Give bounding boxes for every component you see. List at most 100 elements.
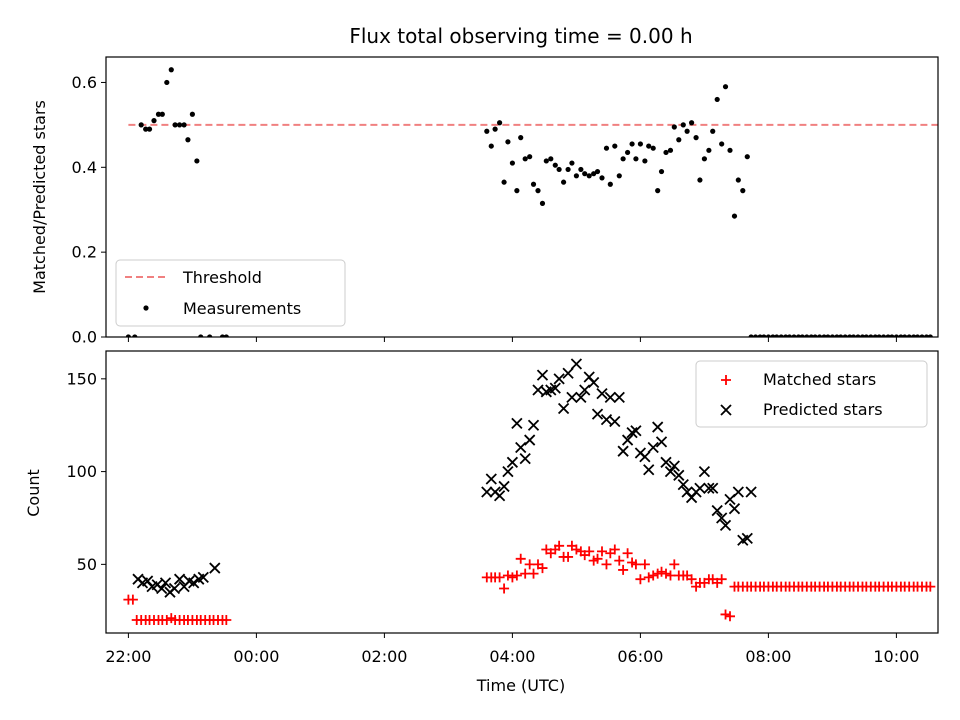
measurement-point [923,334,930,337]
predicted-point [511,417,523,429]
predicted-point [617,445,629,457]
axes-frame [105,350,939,634]
predicted-point [498,480,510,493]
matched-point [618,564,629,575]
y-tick-label: 0.0 [72,328,97,347]
measurement-point [586,173,592,179]
measurement-point [859,334,866,337]
legend-measurements-swatch [143,305,149,311]
measurement-point [194,158,200,164]
measurement-point [492,126,498,132]
measurement-point [509,160,515,166]
predicted-point [716,512,728,524]
measurement-point [701,156,708,162]
measurement-point [906,334,912,337]
predicted-point [741,532,753,545]
measurement-point [804,334,810,337]
matched-point [639,559,650,570]
measurement-point [125,334,131,337]
predicted-point [527,419,540,431]
legend-box [695,360,928,428]
measurement-point [919,334,925,337]
predicted-point [728,503,741,515]
measurement-point [774,334,780,337]
measurement-point [151,118,157,124]
x-tick-label: 00:00 [233,647,279,666]
predicted-point [209,562,221,574]
measurement-point [561,179,567,185]
matched-point [554,540,565,551]
y-tick-label: 0.2 [72,243,97,262]
matched-point [499,583,510,594]
measurement-point [689,120,695,126]
predicted-point [156,582,168,595]
predicted-point [703,482,715,494]
measurement-point [637,141,644,147]
measurement-point [497,120,503,126]
measurement-point [565,166,571,173]
predicted-point [694,482,706,494]
predicted-point [673,469,685,481]
measurement-point [911,334,917,337]
measurement-point [744,154,750,160]
measurement-point [765,334,771,337]
measurement-point [219,334,226,337]
measurement-point [616,173,622,179]
measurement-point [714,96,720,103]
measurement-point [872,334,878,337]
measurement-point [642,158,648,164]
measurement-point [757,334,763,337]
matched-point [648,570,659,581]
matched-point [609,544,620,555]
predicted-point [159,577,172,589]
measurement-point [834,334,840,337]
matched-point [528,568,539,579]
predicted-point [668,460,680,472]
measurement-point [847,334,853,337]
y-tick-label: 0.6 [72,73,97,92]
predicted-point [698,465,711,478]
matched-point [635,574,646,585]
predicted-point [575,391,587,404]
matched-point [686,574,697,585]
measurement-point [663,149,669,156]
measurement-point [821,334,827,337]
predicted-point [660,456,672,468]
plot-area [125,67,938,337]
matched-point [597,546,607,557]
measurement-point [778,334,784,337]
measurement-point [591,171,597,177]
measurement-point [838,334,844,337]
top-ylabel: Matched/Predicted stars [30,100,49,294]
matched-point [537,563,548,574]
legend-matched-label: Matched stars [763,370,876,389]
measurement-point [783,334,789,337]
measurement-point [198,334,204,337]
measurement-point [556,166,562,173]
y-tick-label: 50 [77,555,97,574]
measurement-point [710,128,716,134]
measurement-point [740,188,746,194]
measurement-point [684,128,690,134]
predicted-point [652,421,664,433]
measurement-point [625,149,631,156]
matched-point [669,559,680,570]
predicted-point [588,376,600,389]
matched-point [601,559,612,570]
measurement-point [146,126,153,132]
matched-point [630,559,641,570]
predicted-point [591,408,604,420]
measurement-point [573,173,580,179]
predicted-point [524,434,536,446]
predicted-point [502,465,514,478]
matched-point [925,581,936,592]
measurement-point [535,188,541,194]
measurement-point [185,137,191,143]
measurement-point [902,334,908,337]
measurement-point [868,334,874,337]
measurement-point [863,334,869,337]
matched-point [716,574,727,585]
matched-point [643,572,654,583]
measurement-point [876,334,882,337]
